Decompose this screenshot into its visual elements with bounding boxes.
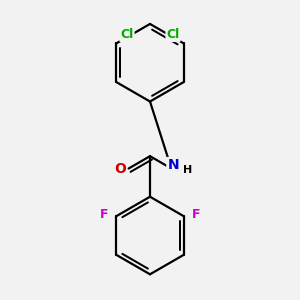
Text: H: H xyxy=(183,165,192,175)
Text: F: F xyxy=(100,208,108,221)
Text: N: N xyxy=(167,158,179,172)
Text: Cl: Cl xyxy=(167,28,180,41)
Text: F: F xyxy=(192,208,200,221)
Text: Cl: Cl xyxy=(120,28,134,41)
Text: O: O xyxy=(114,161,126,176)
